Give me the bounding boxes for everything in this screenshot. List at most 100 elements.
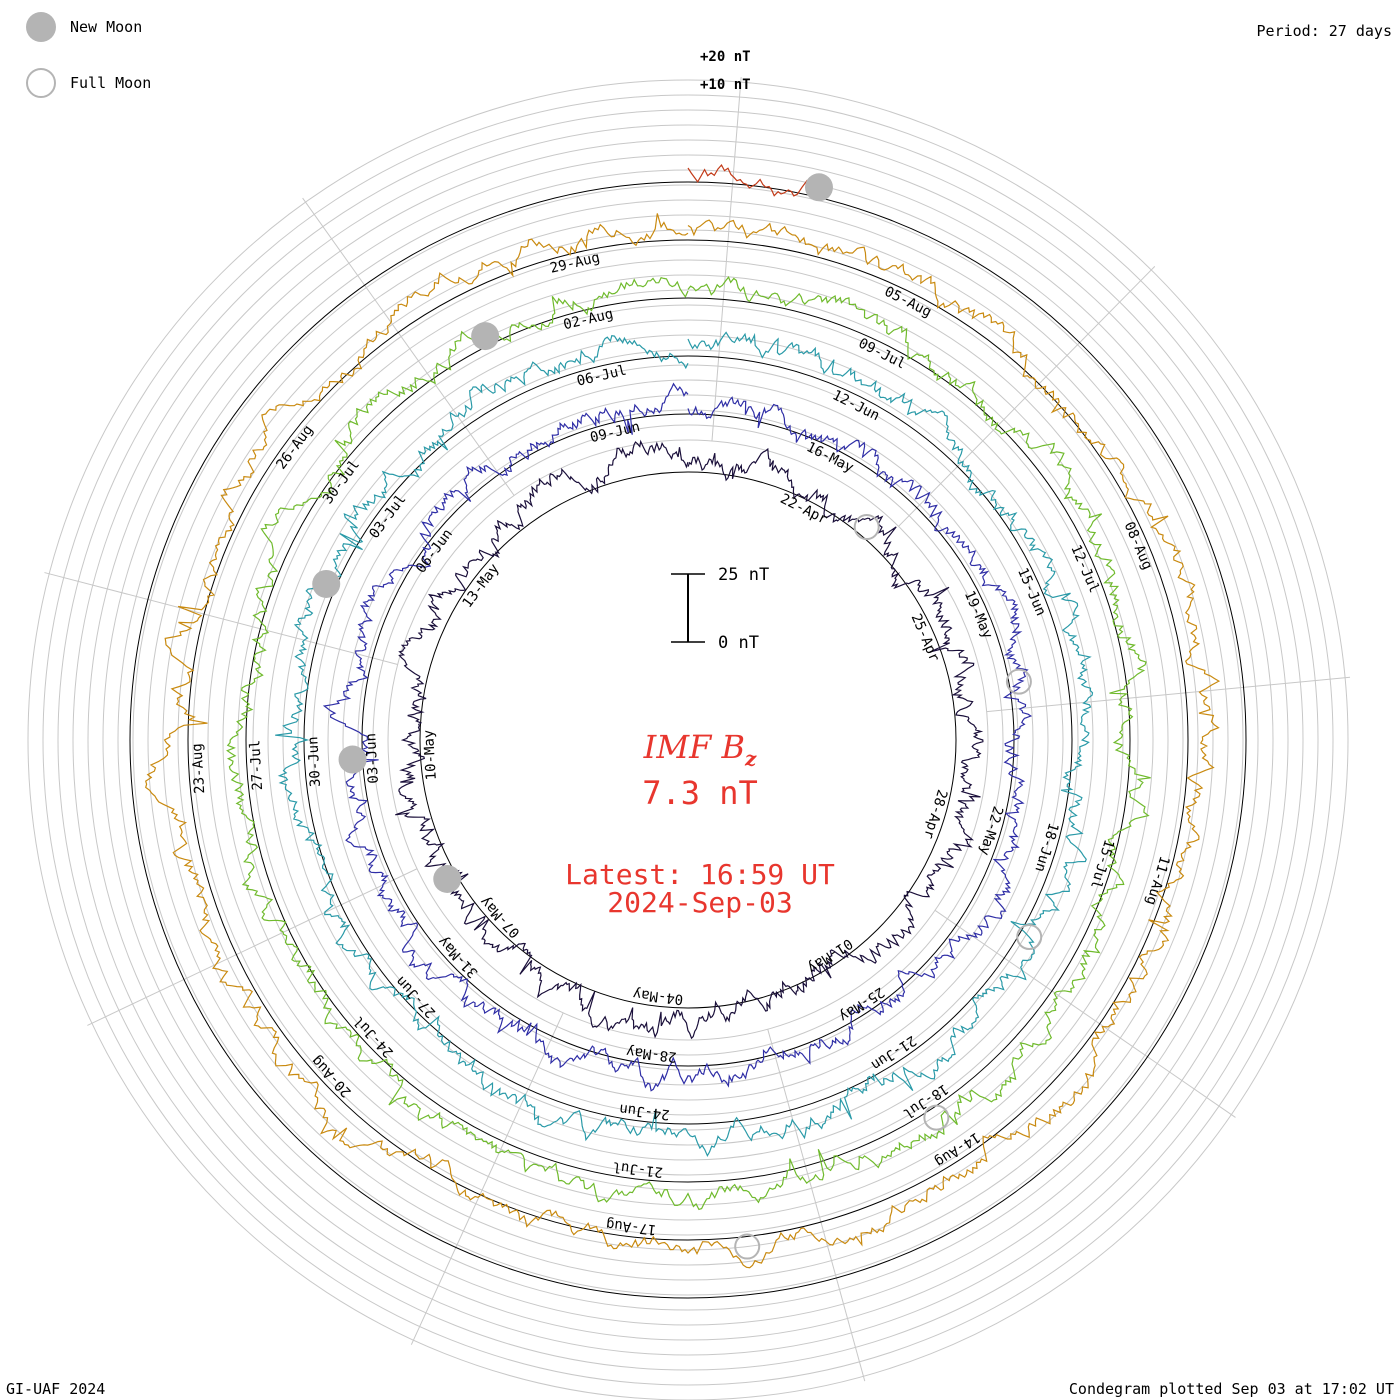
full-moon-marker [923, 1104, 950, 1131]
grid-ring [177, 229, 1199, 1251]
new-moon-marker [433, 865, 462, 893]
grid-ring [327, 379, 1049, 1101]
radial-spoke [302, 197, 515, 496]
cycle-trace [275, 331, 1094, 1158]
center-title: IMF Bz [0, 728, 1400, 770]
scale-bar: 25 nT 0 nT [671, 565, 769, 653]
period-label: Period: 27 days [1256, 22, 1392, 40]
date-label: 23-Aug [189, 743, 208, 794]
credit: GI-UAF 2024 [6, 1380, 106, 1398]
grid-ring [117, 169, 1259, 1311]
date-label: 03-Jun [363, 733, 382, 784]
date-label: 04-May [632, 985, 684, 1007]
cycle-trace [687, 163, 822, 197]
radial-spoke [934, 909, 1236, 1118]
cycle-trace [395, 439, 984, 1040]
full-moon-label: Full Moon [70, 74, 152, 92]
grid-ring [297, 349, 1079, 1131]
grid-ring [147, 199, 1229, 1281]
full-moon-marker [734, 1233, 761, 1260]
ring-label-10: +10 nT [700, 77, 751, 93]
radial-spoke [898, 266, 1156, 527]
grid-ring [252, 304, 1124, 1176]
grid-ring [42, 94, 1334, 1386]
date-label: 28-May [625, 1043, 677, 1065]
date-label: 06-Jul [575, 362, 628, 389]
center-title-subscript: z [744, 746, 757, 771]
plotted-timestamp: Condegram plotted Sep 03 at 17:02 UT [1068, 1380, 1394, 1398]
date-label: 17-Aug [605, 1216, 657, 1238]
cycle-trace [226, 276, 1151, 1211]
new-moon-marker [338, 745, 367, 774]
legend-full-moon: Full Moon [26, 68, 151, 98]
latest-date: 2024-Sep-03 [607, 886, 793, 919]
radial-spoke [986, 676, 1351, 713]
cycle-baseline [129, 181, 1247, 1299]
date-label: 10-May [421, 729, 440, 780]
date-label: 15-Jun [1014, 566, 1049, 619]
radial-spoke [87, 868, 418, 1026]
grid-ring [342, 394, 1034, 1086]
grid-ring [207, 259, 1169, 1221]
date-label: 12-Jun [830, 387, 882, 424]
grid-ring [57, 109, 1319, 1371]
cycle-trace [322, 382, 1033, 1092]
grid-ring [102, 154, 1274, 1326]
bz-traces [129, 163, 1247, 1299]
ring-grid [27, 79, 1349, 1400]
latest-time: Latest: 16:59 UT [565, 858, 835, 891]
radial-spoke [767, 1029, 866, 1382]
grid-ring [162, 214, 1214, 1266]
ring-label-20: +20 nT [700, 49, 751, 65]
date-label: 20-Aug [308, 1052, 354, 1100]
legend-new-moon: New Moon [26, 12, 142, 42]
new-moon-marker [804, 173, 833, 202]
date-label: 25-Apr [908, 611, 943, 664]
new-moon-label: New Moon [70, 18, 143, 36]
radial-spoke [711, 77, 742, 441]
grid-ring [312, 364, 1064, 1116]
grid-ring [267, 319, 1109, 1161]
date-label: 02-Aug [562, 306, 615, 333]
cycle-baseline [303, 355, 1073, 1125]
full-moon-icon [26, 68, 56, 98]
date-label: 30-Jun [305, 736, 324, 787]
grid-ring [132, 184, 1244, 1296]
date-label: 27-Jul [247, 739, 266, 790]
date-label: 12-Jul [1067, 543, 1102, 596]
scale-bar-bottom-label: 0 nT [718, 633, 759, 653]
radial-spoke [410, 1012, 564, 1345]
moon-markers [312, 173, 1043, 1260]
date-label: 16-May [804, 439, 856, 476]
grid-ring [72, 124, 1304, 1356]
center-title-main: IMF B [643, 728, 745, 766]
grid-ring [372, 424, 1004, 1056]
grid-ring [237, 289, 1139, 1191]
date-label: 29-Aug [549, 250, 602, 277]
radial-spoke [44, 572, 398, 665]
grid-ring [282, 334, 1094, 1146]
grid-ring [222, 274, 1154, 1206]
new-moon-marker [312, 569, 341, 598]
date-label: 24-Jun [618, 1101, 670, 1123]
date-label: 13-May [460, 561, 503, 611]
center-value: 7.3 nT [642, 774, 758, 812]
radial-spokes [44, 77, 1351, 1382]
cycle-trace [144, 213, 1221, 1269]
grid-ring [387, 439, 989, 1041]
grid-ring [192, 244, 1184, 1236]
date-label: 06-Jun [413, 526, 456, 576]
full-moon-marker [853, 514, 880, 541]
cycle-baseline [245, 297, 1131, 1183]
date-label: 19-May [961, 588, 996, 641]
full-moon-marker [1016, 924, 1043, 950]
cycle-baseline [187, 239, 1189, 1241]
date-label: 03-Jul [366, 492, 409, 542]
cycle-baseline [419, 471, 957, 1009]
grid-ring [87, 139, 1289, 1341]
grid-ring [27, 79, 1349, 1400]
scale-bar-top-label: 25 nT [718, 565, 769, 585]
date-label: 31-May [435, 933, 481, 981]
date-label: 21-Jul [612, 1158, 664, 1180]
